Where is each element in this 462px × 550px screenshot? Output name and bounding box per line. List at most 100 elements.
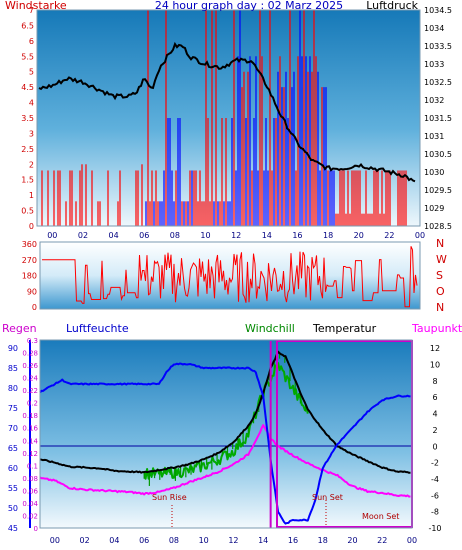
wind-tick-label: 5.5 <box>21 52 34 61</box>
x-tick-label: 08 <box>170 231 180 240</box>
temperature-line <box>39 350 411 474</box>
temperatur-label: Temperatur <box>312 322 377 335</box>
pressure-tick-label: 1031 <box>424 132 444 141</box>
direction-tick-label: 270 <box>22 256 37 265</box>
rain-tick-label: 0.18 <box>22 412 38 420</box>
wind-tick-label: 4 <box>29 99 34 108</box>
x-tick-label: 10 <box>200 231 210 240</box>
temp-tick-label: 0 <box>432 442 437 451</box>
windchill-line <box>143 362 309 480</box>
temp-tick-label: 6 <box>432 393 437 402</box>
rain-tick-label: 0.2 <box>27 400 38 408</box>
moonset-label: Moon Set <box>362 512 399 521</box>
compass-label: N <box>436 237 444 250</box>
x-tick-label: 12 <box>228 536 238 545</box>
temp-tick-label: -2 <box>431 459 439 468</box>
x-tick-label: 14 <box>258 536 268 545</box>
humidity-tick-label: 90 <box>8 344 18 353</box>
x-tick-label: 00 <box>415 231 425 240</box>
direction-axis-ticks: 360 270 180 90 0 <box>22 240 37 312</box>
pressure-tick-label: 1034 <box>424 24 444 33</box>
x-tick-label: 22 <box>384 231 394 240</box>
regen-label: Regen <box>2 322 37 335</box>
sunset-label: Sun Set <box>312 493 343 502</box>
temp-tick-label: -4 <box>431 475 439 484</box>
wind-tick-label: 4.5 <box>21 83 34 92</box>
direction-tick-label: 0 <box>32 303 37 312</box>
rain-tick-label: 0.24 <box>22 375 38 383</box>
temp-tick-label: 12 <box>430 344 440 353</box>
x-tick-label: 04 <box>109 536 119 545</box>
x-tick-label: 18 <box>318 536 328 545</box>
pressure-tick-label: 1033 <box>424 60 444 69</box>
wind-tick-label: 0 <box>29 222 34 231</box>
wind-direction-trace <box>42 246 418 308</box>
rain-tick-label: 0.16 <box>22 425 38 433</box>
x-tick-label: 02 <box>80 536 90 545</box>
rain-tick-label: 0.06 <box>22 487 38 495</box>
wind-tick-label: 1 <box>29 191 34 200</box>
wind-speed-bars <box>41 10 407 226</box>
rain-tick-label: 0.12 <box>22 450 38 458</box>
temp-tick-label: -6 <box>431 491 439 500</box>
temperature-axis-ticks: 12 10 8 6 4 2 0 -2 -4 -6 -8 -10 <box>428 344 441 533</box>
sunrise-label: Sun Rise <box>152 493 187 502</box>
x-tick-label: 00 <box>407 536 417 545</box>
pressure-axis-ticks: 1034.5 1034 1033.5 1033 1032.5 1032 1031.5 1031… <box>424 6 452 231</box>
pressure-label: Luftdruck <box>366 0 418 12</box>
humidity-line <box>39 362 411 525</box>
bottom-x-ticks: 00 02 04 06 08 10 12 14 16 18 20 22 00 <box>50 536 417 545</box>
temp-tick-label: -10 <box>428 524 441 533</box>
pressure-tick-label: 1033.5 <box>424 42 452 51</box>
humidity-tick-label: 70 <box>8 424 18 433</box>
rain-tick-label: 0.14 <box>22 437 38 445</box>
direction-tick-label: 90 <box>27 287 37 296</box>
wind-tick-label: 6.5 <box>21 21 34 30</box>
pressure-tick-label: 1031.5 <box>424 114 452 123</box>
direction-tick-label: 360 <box>22 240 37 249</box>
pressure-tick-label: 1030.5 <box>424 150 452 159</box>
rain-tick-label: 0.08 <box>22 475 38 483</box>
rain-tick-label: 0.02 <box>22 512 38 520</box>
humidity-axis-ticks: 90 85 80 75 70 65 60 55 50 45 <box>8 344 18 533</box>
x-tick-label: 12 <box>231 231 241 240</box>
direction-tick-label: 180 <box>22 272 37 281</box>
rain-axis-ticks: 0.3 0.28 0.26 0.24 0.22 0.2 0.18 0.16 0.14 0.12 0.… <box>22 337 38 533</box>
rain-tick-label: 0.22 <box>22 387 38 395</box>
humidity-tick-label: 75 <box>8 404 18 413</box>
wind-tick-label: 2.5 <box>21 145 34 154</box>
x-tick-label: 00 <box>50 536 60 545</box>
pressure-tick-label: 1034.5 <box>424 6 452 15</box>
luftfeuchte-label: Luftfeuchte <box>66 322 129 335</box>
compass-label: O <box>436 285 445 298</box>
humidity-tick-label: 65 <box>8 444 18 453</box>
x-tick-label: 14 <box>262 231 272 240</box>
wind-tick-label: 5 <box>29 68 34 77</box>
wind-label: Windstarke <box>5 0 67 12</box>
temp-tick-label: 8 <box>432 377 437 386</box>
climate-plot-area <box>40 340 412 528</box>
temp-tick-label: 2 <box>432 426 437 435</box>
pressure-tick-label: 1032 <box>424 96 444 105</box>
wind-axis-ticks: 7 6.5 6 5.5 5 4.5 4 3.5 3 2.5 2 1.5 1 0.5 0 <box>21 6 34 231</box>
top-panel-frame <box>36 9 421 227</box>
rain-tick-label: 0.04 <box>22 500 38 508</box>
taupunkt-label: Taupunkt <box>411 322 462 335</box>
chart-title: 24 hour graph day : 02 Marz 2025 <box>155 0 343 12</box>
humidity-tick-label: 80 <box>8 384 18 393</box>
x-tick-label: 04 <box>109 231 119 240</box>
x-tick-label: 16 <box>292 231 302 240</box>
temp-tick-label: -8 <box>431 508 439 517</box>
humidity-tick-label: 45 <box>8 524 18 533</box>
temp-tick-label: 10 <box>430 361 440 370</box>
pressure-tick-label: 1032.5 <box>424 78 452 87</box>
pressure-tick-label: 1029.5 <box>424 186 452 195</box>
windchill-label: Windchill <box>245 322 295 335</box>
dewpoint-line <box>39 424 411 498</box>
x-tick-label: 22 <box>377 536 387 545</box>
rain-tick-label: 0.26 <box>22 362 38 370</box>
pressure-tick-label: 1030 <box>424 168 444 177</box>
rain-tick-label: 0.1 <box>27 462 38 470</box>
